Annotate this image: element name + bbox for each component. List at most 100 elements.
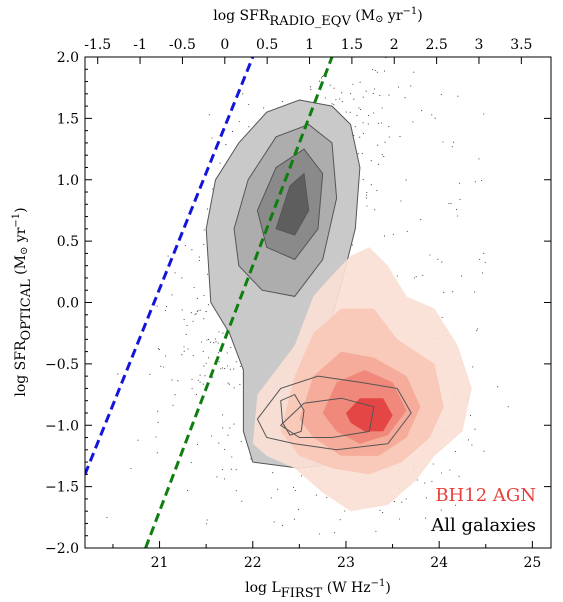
bh12-agn-contour-level-5 <box>346 398 393 432</box>
scatter-point <box>400 200 402 202</box>
scatter-point <box>370 160 372 162</box>
top-tick-label: -1 <box>133 37 147 53</box>
scatter-point <box>106 516 108 518</box>
scatter-point <box>181 309 183 311</box>
scatter-point <box>224 478 226 480</box>
scatter-point <box>206 519 208 521</box>
scatter-point <box>477 328 479 330</box>
scatter-point <box>207 304 210 306</box>
scatter-point <box>452 291 454 293</box>
y-tick-label: 0.0 <box>57 296 79 312</box>
scatter-point <box>441 316 443 318</box>
scatter-point <box>474 291 476 293</box>
scatter-point <box>190 462 192 464</box>
scatter-point <box>163 366 165 368</box>
scatter-point <box>448 202 450 205</box>
scatter-point <box>401 501 403 503</box>
scatter-point <box>341 92 343 94</box>
scatter-point <box>341 101 343 103</box>
scatter-point <box>484 261 486 264</box>
scatter-point <box>384 141 386 143</box>
scatter-point <box>362 96 364 98</box>
scatter-point <box>219 162 221 164</box>
scatter-point <box>203 294 205 297</box>
scatter-point <box>455 209 457 211</box>
scatter-point <box>231 130 234 132</box>
scatter-point <box>220 368 222 370</box>
scatter-point <box>416 479 418 481</box>
scatter-point <box>350 93 352 95</box>
scatter-point <box>248 126 250 128</box>
scatter-point <box>295 489 297 492</box>
scatter-point <box>228 383 230 385</box>
scatter-point <box>339 98 341 100</box>
scatter-point <box>474 181 476 183</box>
scatter-point <box>218 331 220 333</box>
scatter-point <box>218 442 220 444</box>
scatter-point <box>455 504 457 506</box>
scatter-point <box>217 342 219 344</box>
scatter-point <box>203 243 205 246</box>
scatter-point <box>196 297 198 299</box>
legend: BH12 AGN All galaxies <box>430 485 536 536</box>
scatter-point <box>185 333 187 335</box>
scatter-point <box>194 313 196 316</box>
top-tick-label: -1.5 <box>84 37 111 53</box>
scatter-point <box>481 272 483 274</box>
scatter-point <box>356 114 358 116</box>
scatter-point <box>241 500 243 502</box>
scatter-point <box>333 87 335 89</box>
scatter-point <box>293 518 295 520</box>
scatter-point <box>224 448 226 450</box>
scatter-point <box>507 406 509 408</box>
scatter-point <box>301 475 303 477</box>
scatter-point <box>174 272 176 274</box>
scatter-point <box>239 383 241 386</box>
scatter-point <box>397 86 400 88</box>
scatter-point <box>171 294 173 296</box>
scatter-point <box>319 80 321 82</box>
scatter-point <box>183 346 185 348</box>
scatter-point <box>273 521 275 523</box>
scatter-point <box>375 530 377 533</box>
top-tick-label: 2.5 <box>425 37 447 53</box>
scatter-point <box>233 423 235 425</box>
scatter-point <box>192 354 194 357</box>
scatter-point <box>415 275 417 278</box>
scatter-point <box>334 532 336 534</box>
top-tick-label: 1 <box>305 37 314 53</box>
scatter-point <box>421 110 423 112</box>
scatter-point <box>117 373 119 375</box>
y-tick-label: −1.0 <box>45 418 79 434</box>
scatter-point <box>242 93 244 95</box>
scatter-point <box>183 318 185 321</box>
scatter-point <box>186 324 188 326</box>
scatter-point <box>204 375 206 377</box>
x-axis-label: log LFIRST (W Hz−1) <box>245 578 391 601</box>
scatter-point <box>227 434 229 436</box>
scatter-point <box>372 68 374 71</box>
scatter-point <box>171 379 173 381</box>
top-tick-label: 0.5 <box>256 37 278 53</box>
scatter-point <box>379 509 381 512</box>
scatter-point <box>362 178 364 180</box>
scatter-point <box>483 252 485 254</box>
scatter-point <box>193 286 195 289</box>
y-tick-label: 2.0 <box>57 50 79 66</box>
x-tick-label: 23 <box>337 555 355 571</box>
scatter-point <box>191 387 193 390</box>
scatter-point <box>432 463 434 465</box>
scatter-point <box>349 111 351 113</box>
x-tick-label: 24 <box>430 555 448 571</box>
scatter-point <box>366 205 368 207</box>
scatter-point <box>208 339 210 341</box>
scatter-point <box>344 510 346 512</box>
scatter-point <box>233 387 235 389</box>
scatter-point <box>383 235 386 237</box>
y-tick-label: 0.5 <box>57 234 79 250</box>
top-tick-label: 0 <box>220 37 229 53</box>
scatter-point <box>297 508 300 510</box>
scatter-point <box>222 427 224 429</box>
scatter-point <box>376 190 378 192</box>
scatter-point <box>196 310 198 312</box>
